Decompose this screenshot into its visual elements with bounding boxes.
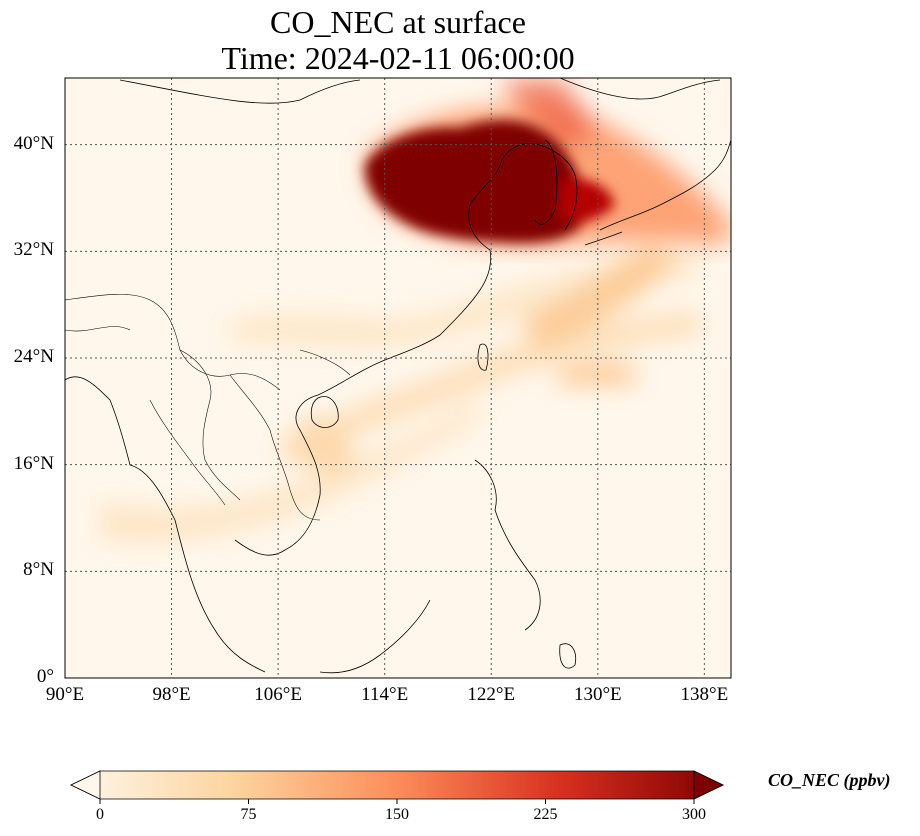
colorbar-tick-label: 0 (96, 806, 104, 823)
lat-tick-label: 32°N (13, 239, 54, 261)
lon-tick-label: 130°E (573, 684, 622, 705)
lat-tick-label: 8°N (23, 559, 54, 581)
colorbar-tick-label: 75 (240, 806, 257, 823)
country-borders (65, 293, 351, 521)
concentration-field (100, 80, 730, 543)
colorbar-tick-label: 150 (385, 806, 409, 823)
gridlines (65, 78, 731, 678)
colorbar-label: CO_NEC (ppbv) (768, 770, 891, 790)
lon-tick-label: 90°E (45, 684, 85, 705)
colorbar-extend-max (693, 770, 724, 800)
lon-tick-label: 122°E (467, 684, 516, 705)
lon-tick-label: 138°E (680, 684, 729, 705)
lat-tick-label: 16°N (13, 452, 54, 474)
colorbar-extend-min (70, 770, 101, 800)
colorbar-tick-label: 225 (533, 806, 558, 823)
lon-tick-label: 114°E (361, 684, 409, 705)
colorbar-tick-label: 300 (682, 806, 706, 823)
lon-tick-label: 106°E (254, 684, 302, 705)
colorbar (70, 770, 724, 804)
map-title-line1: CO_NEC at surface (270, 4, 526, 40)
lon-tick-label: 98°E (152, 684, 191, 705)
map-title-line2: Time: 2024-02-11 06:00:00 (221, 40, 575, 76)
coastlines (65, 78, 731, 674)
lat-tick-label: 0° (36, 666, 54, 687)
colorbar-bar (70, 770, 724, 800)
map-frame (64, 77, 732, 679)
lat-tick-label: 40°N (13, 132, 54, 154)
lat-tick-label: 24°N (13, 346, 54, 367)
